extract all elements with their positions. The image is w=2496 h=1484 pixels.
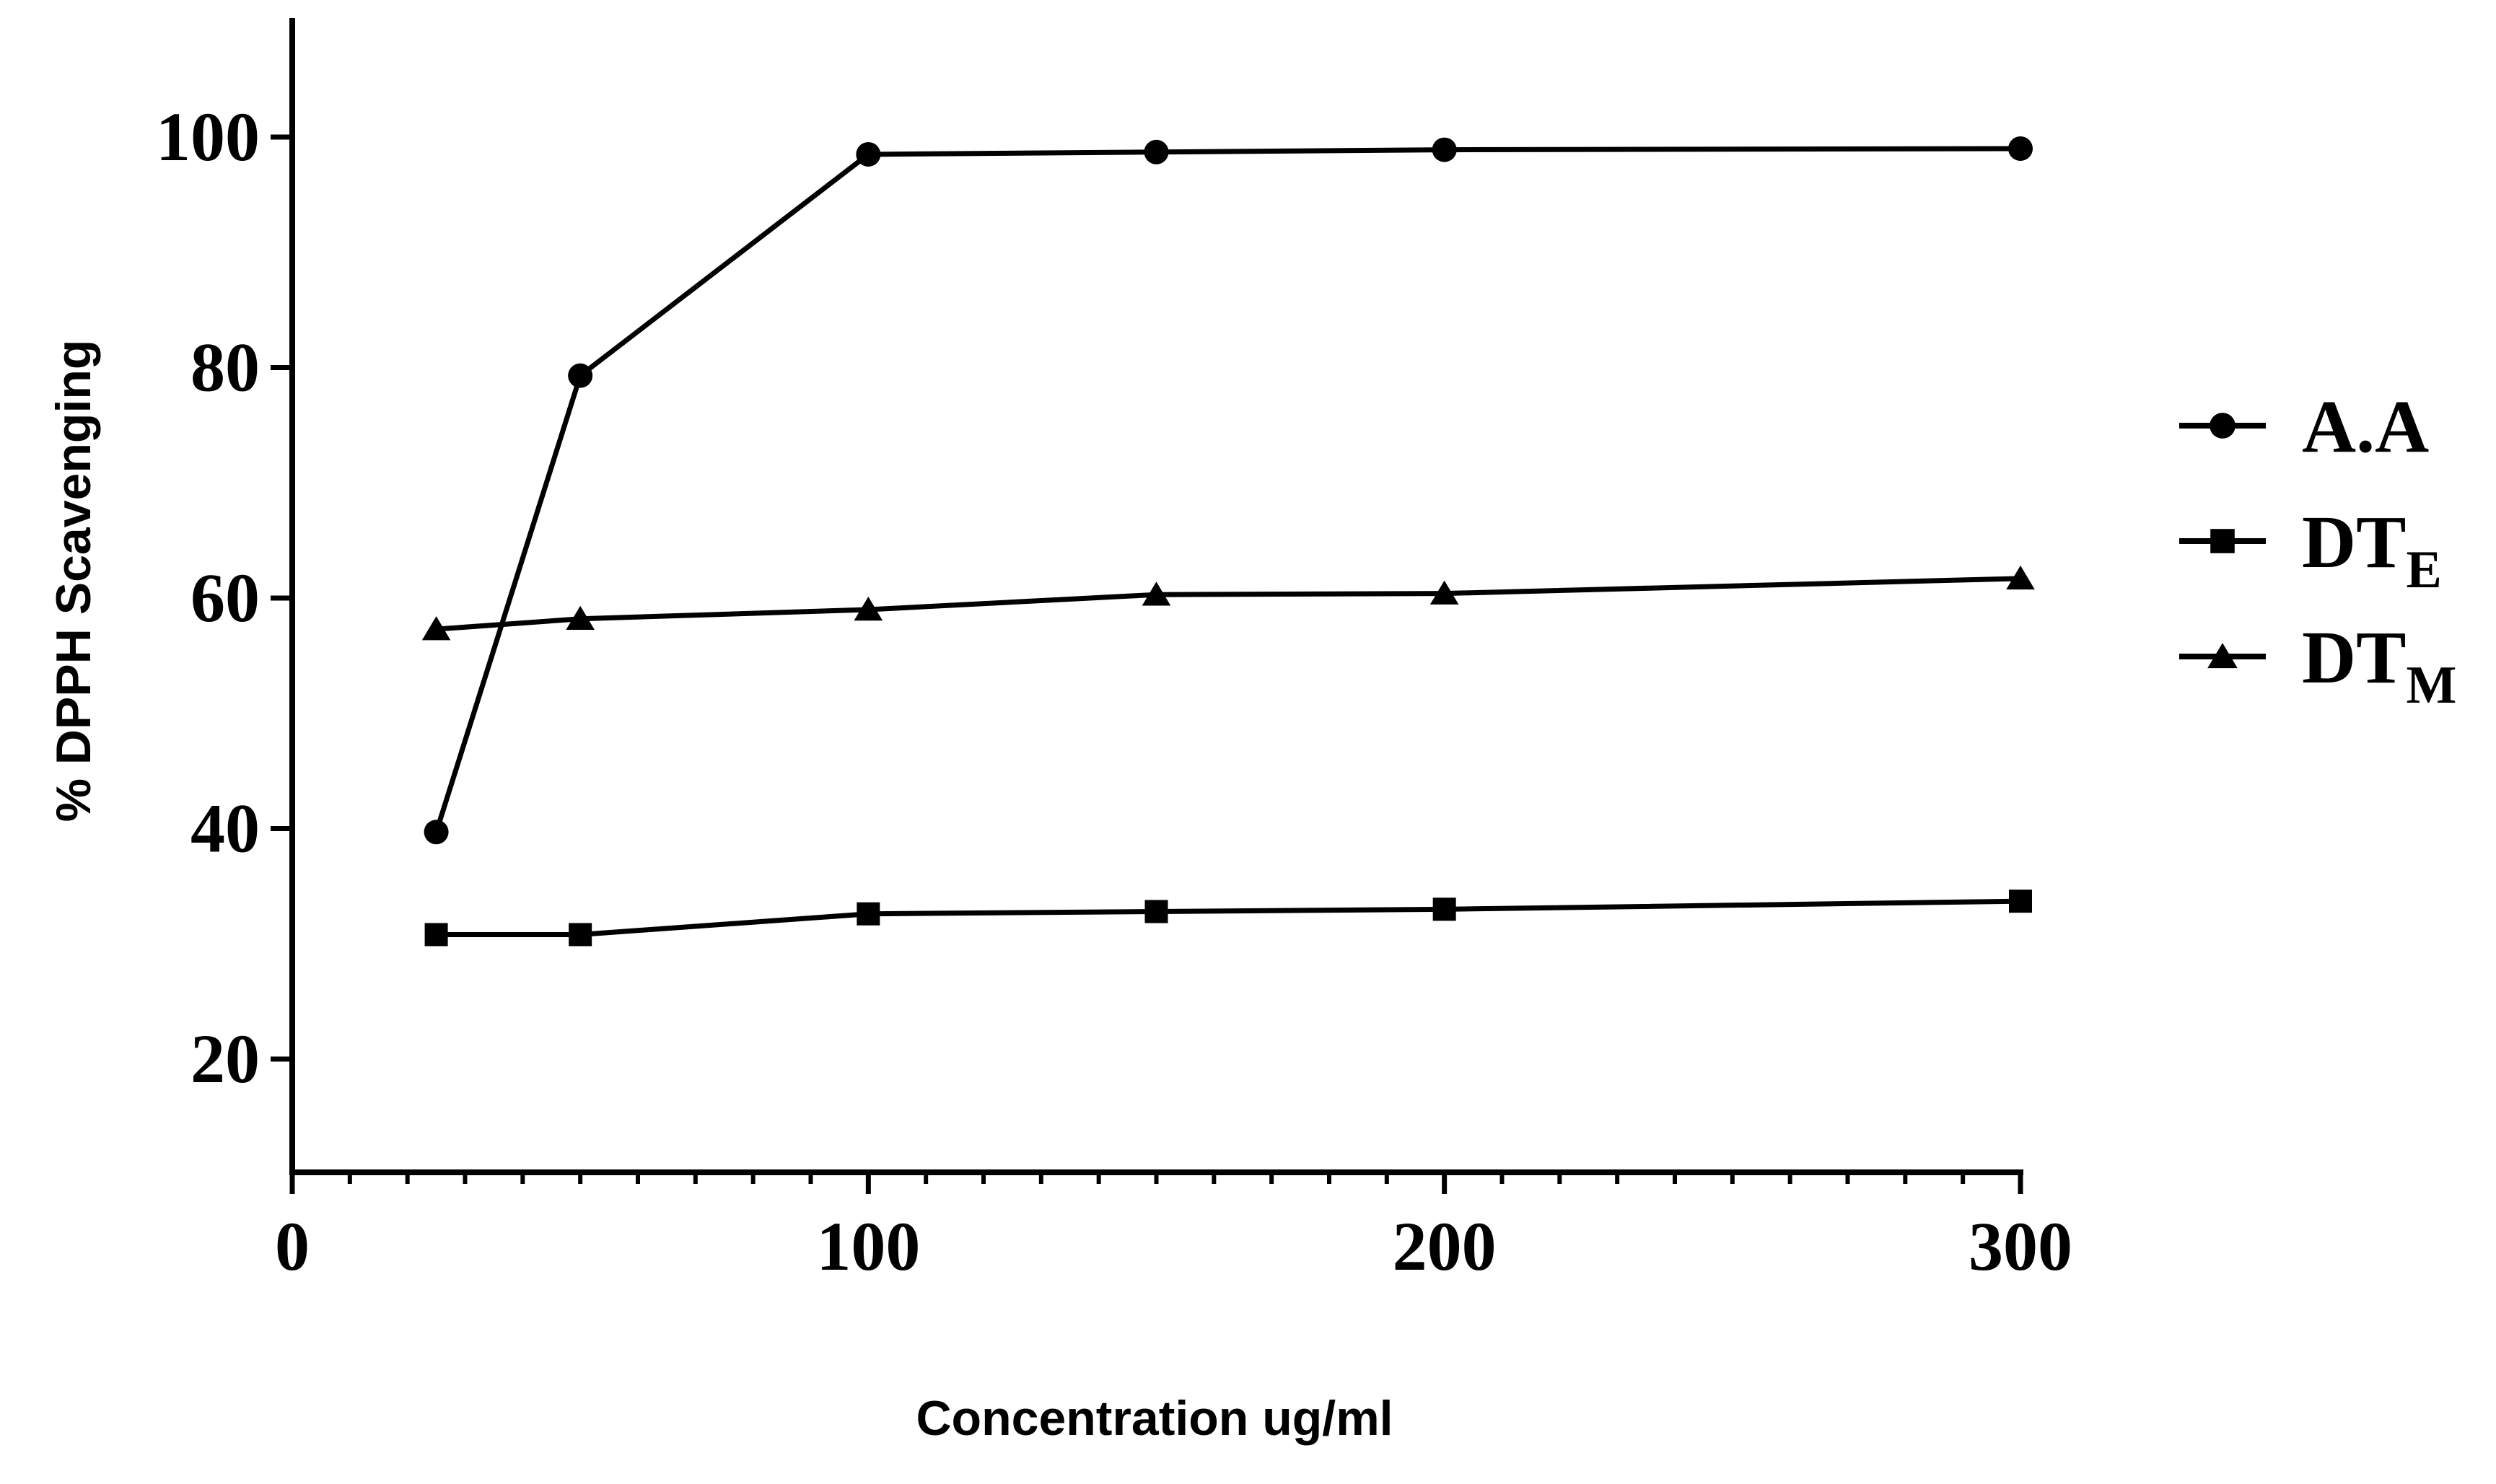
data-point-2 — [421, 616, 451, 641]
x-axis-title: Concentration ug/ml — [916, 1391, 1393, 1446]
legend-marker-1 — [2210, 529, 2235, 553]
data-point-2 — [566, 605, 595, 631]
data-point-0 — [424, 820, 449, 845]
legend-label-2: DTM — [2302, 616, 2456, 715]
y-tick-label: 40 — [191, 790, 260, 867]
x-tick-label: 300 — [1969, 1208, 2072, 1285]
data-point-2 — [2006, 565, 2035, 590]
series-line-1 — [436, 898, 2021, 937]
data-point-1 — [569, 923, 592, 947]
legend-label-1: DTE — [2302, 501, 2442, 600]
y-tick-label: 60 — [191, 559, 260, 636]
data-point-2 — [1142, 581, 1171, 606]
data-point-1 — [2009, 890, 2032, 913]
series-line-0 — [434, 146, 2021, 833]
data-point-1 — [1432, 897, 1456, 921]
data-point-0 — [856, 141, 881, 167]
y-tick-label: 80 — [191, 329, 260, 406]
plot-area: 20 40 60 80 100 0 100 200 300 — [156, 18, 2072, 1285]
data-point-0 — [2008, 136, 2033, 161]
y-axis-title: % DPPH Scavenging — [46, 340, 101, 822]
data-point-2 — [1429, 580, 1459, 605]
data-point-1 — [424, 923, 448, 947]
x-tick-label: 100 — [816, 1208, 920, 1285]
data-point-0 — [568, 363, 593, 388]
y-tick-label: 20 — [191, 1020, 260, 1097]
data-point-0 — [1432, 137, 1457, 162]
x-tick-label: 0 — [275, 1208, 310, 1285]
legend-label-0: A.A — [2302, 385, 2429, 468]
legend: A.A DTE DTM — [2179, 385, 2456, 715]
y-tick-label: 100 — [156, 98, 260, 175]
legend-marker-0 — [2210, 413, 2236, 439]
x-tick-label: 200 — [1393, 1208, 1497, 1285]
data-point-0 — [1144, 139, 1169, 164]
data-point-1 — [857, 902, 880, 926]
data-point-1 — [1144, 900, 1168, 923]
data-point-2 — [854, 596, 883, 621]
legend-marker-2 — [2207, 643, 2238, 669]
series-line-2 — [436, 576, 2021, 632]
